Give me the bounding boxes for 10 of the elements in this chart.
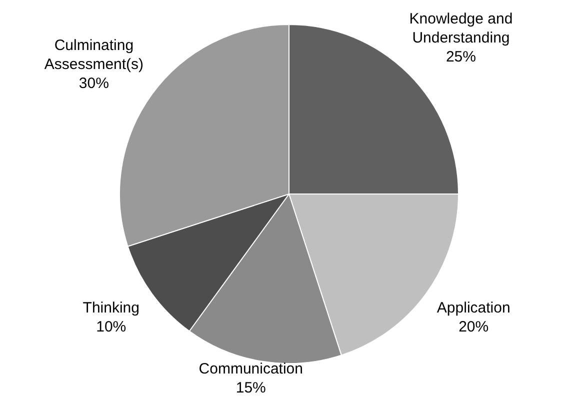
slice-label: Application: [436, 299, 510, 316]
data-label: 20%: [458, 318, 489, 336]
data-label: 30%: [78, 74, 109, 92]
slice-label: Communication: [198, 360, 303, 378]
slice-label: Thinking: [82, 299, 140, 316]
slice-label: Knowledge and Understanding: [409, 10, 513, 47]
slice-label: Culminating Assessment(s): [44, 36, 144, 73]
data-label: 25%: [446, 48, 476, 66]
data-label: 10%: [96, 318, 126, 336]
data-label: 15%: [236, 380, 266, 397]
